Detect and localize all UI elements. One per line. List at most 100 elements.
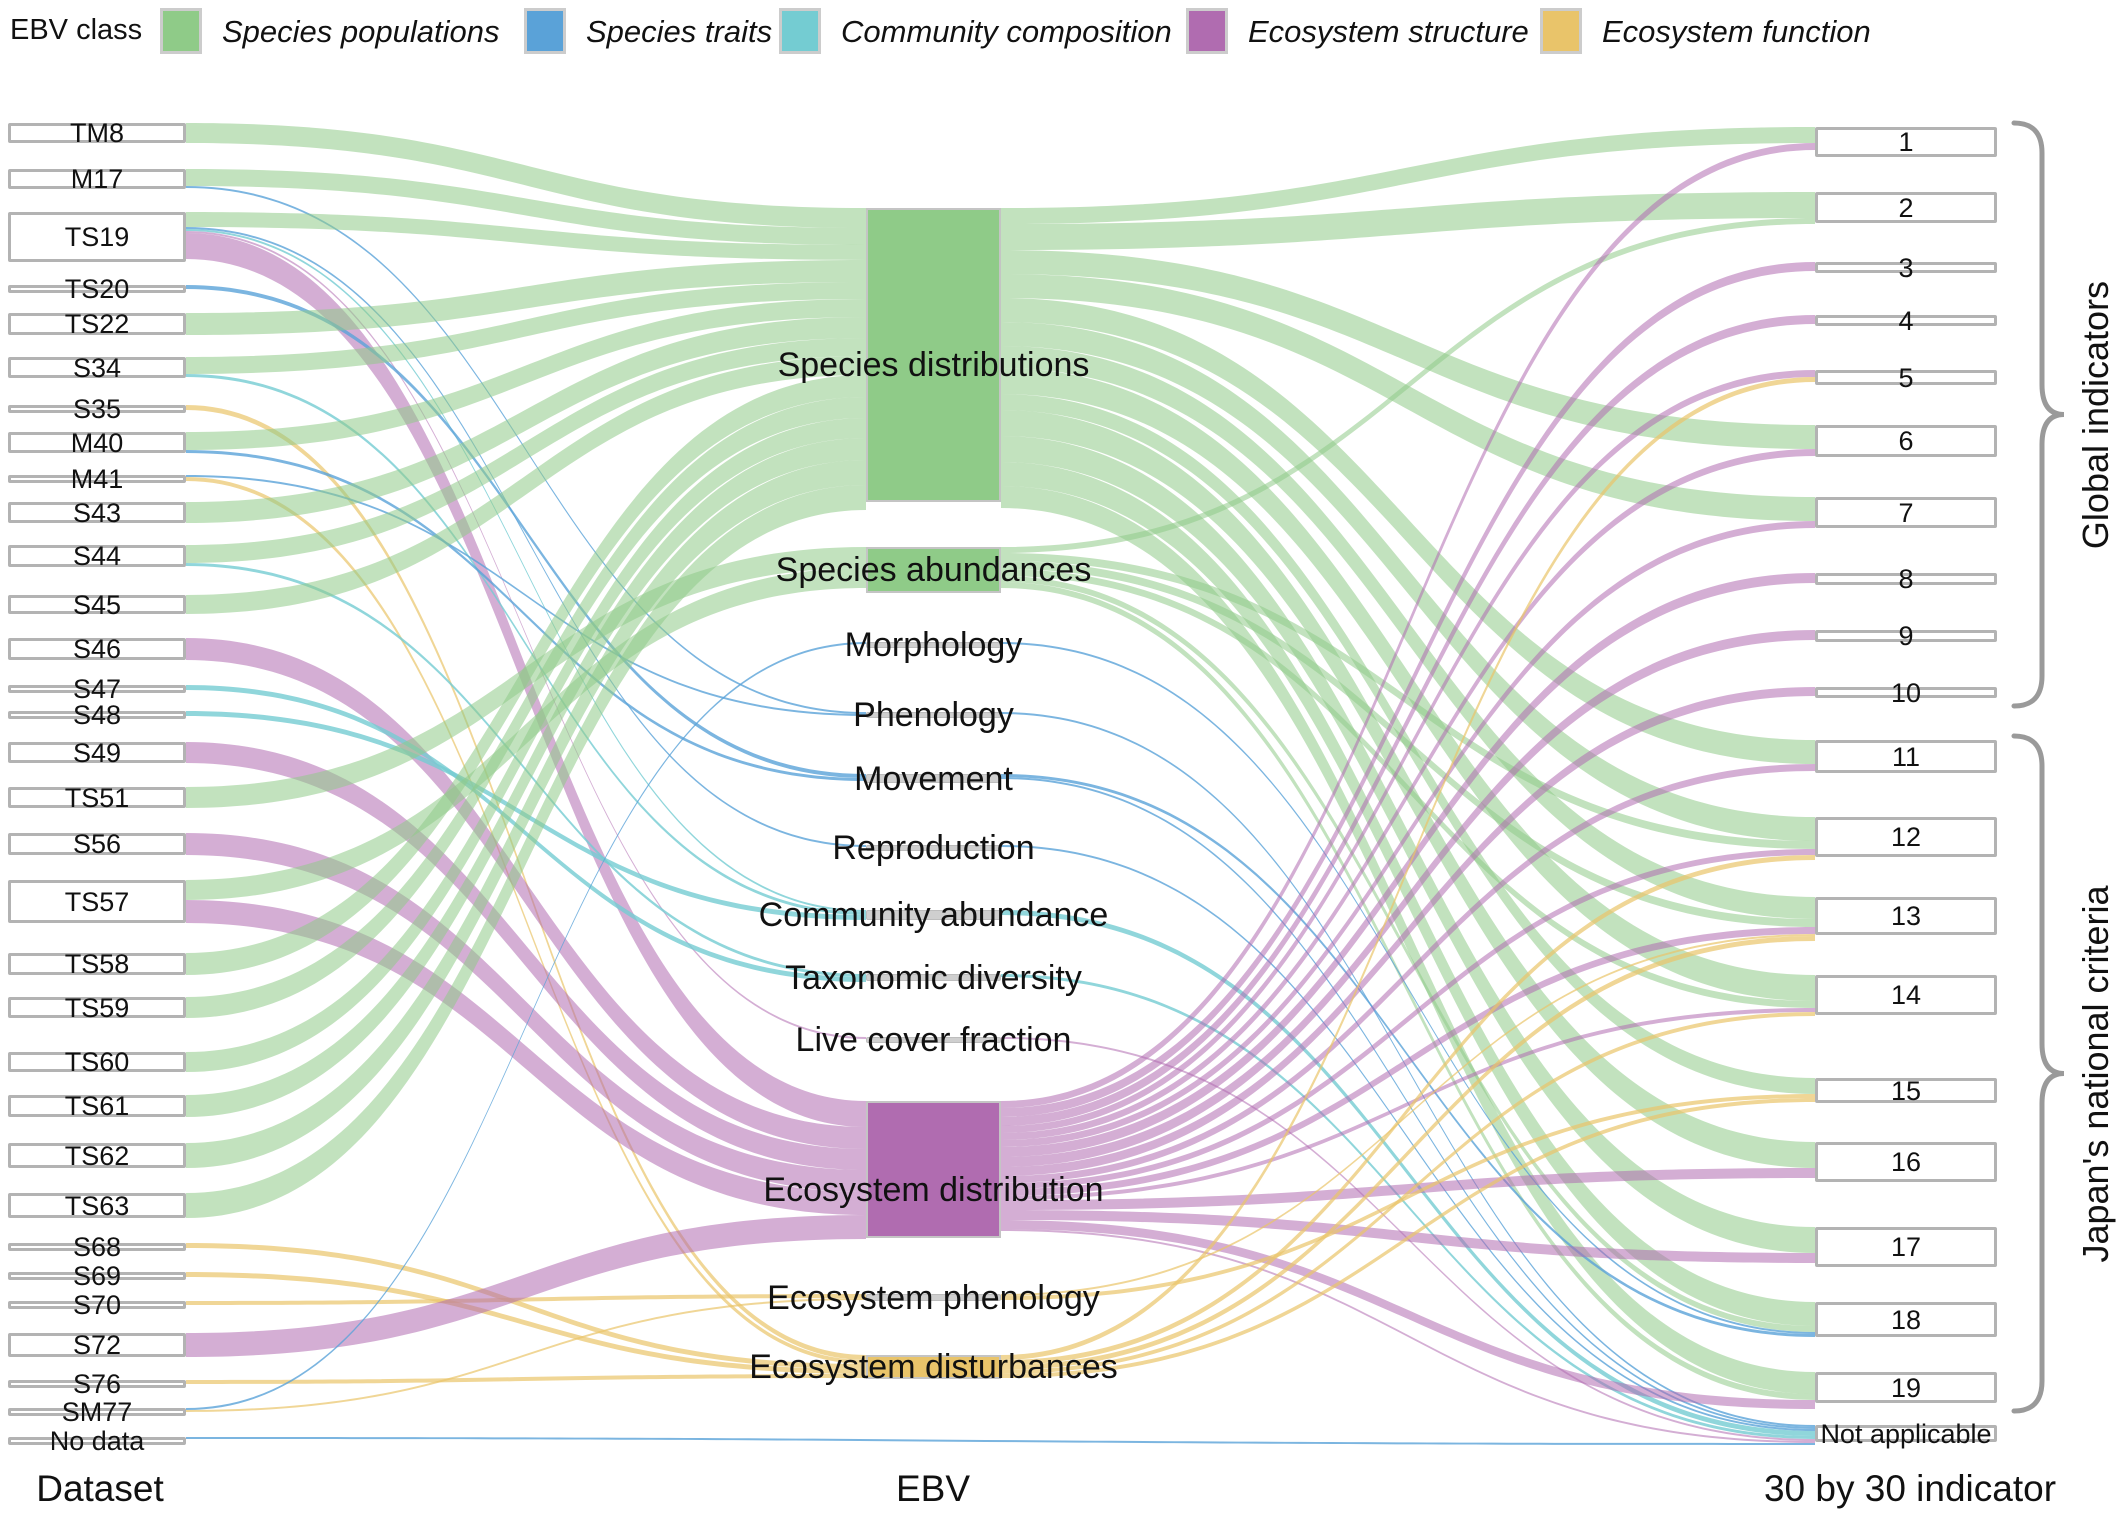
link-ED-4 — [1001, 315, 1815, 1126]
link-ED-7 — [1001, 521, 1815, 1147]
link-ED-14 — [1001, 1008, 1815, 1200]
link-TS19-LiveCov — [186, 231, 866, 1039]
link-EcoPhen-15 — [1001, 1094, 1815, 1300]
link-TaxDiv-NA — [1001, 974, 1815, 1439]
link-ED-11 — [1001, 764, 1815, 1183]
link-S56-ED — [186, 833, 866, 1192]
link-SA-18 — [1001, 576, 1815, 1332]
legend-swatch-sp — [160, 8, 202, 54]
link-TS62-SD — [186, 460, 866, 1168]
link-SD-7 — [1001, 274, 1815, 521]
legend-swatch-cc — [779, 8, 821, 54]
link-ED-12 — [1001, 849, 1815, 1189]
link-Phen-NA — [1001, 712, 1815, 1427]
legend-label-st: Species traits — [586, 14, 773, 49]
link-S47-TaxDiv — [186, 685, 866, 982]
link-ED-8 — [1001, 573, 1815, 1157]
link-ED-9 — [1001, 630, 1815, 1167]
link-TM8-SD — [186, 123, 866, 228]
link-ED-1 — [1001, 143, 1815, 1108]
link-SD-1 — [1001, 127, 1815, 224]
group-brace — [2011, 733, 2065, 1414]
group-brace — [2011, 120, 2065, 709]
link-SD-13 — [1001, 346, 1815, 919]
link-SA-2 — [1001, 218, 1815, 553]
link-Repr-NA — [1001, 845, 1815, 1431]
link-TS19-Repr — [186, 227, 866, 847]
link-ED-6 — [1001, 449, 1815, 1140]
link-TS57-ED — [186, 900, 866, 1215]
link-TS59-SD — [186, 397, 866, 1018]
link-Morph-18 — [1001, 642, 1815, 1334]
link-ED-5 — [1001, 370, 1815, 1133]
axis-label-dataset: Dataset — [36, 1468, 164, 1509]
link-S46-ED — [186, 638, 866, 1149]
link-SA-19 — [1001, 582, 1815, 1400]
link-TS58-SD — [186, 375, 866, 975]
link-S34-CommAb — [186, 374, 866, 915]
link-ED-19 — [1001, 1220, 1815, 1409]
link-SA-12 — [1001, 553, 1815, 849]
link-EcoDist-13 — [1001, 936, 1815, 1370]
link-EcoDist-14 — [1001, 1012, 1815, 1374]
link-SA-14 — [1001, 569, 1815, 1008]
axis-label-indicator: 30 by 30 indicator — [1763, 1468, 2057, 1509]
link-S43-SD — [186, 317, 866, 523]
link-S45-SD — [186, 356, 866, 614]
link-M41-Phen — [186, 475, 866, 716]
link-S49-ED — [186, 742, 866, 1170]
link-SD-19 — [1001, 486, 1815, 1394]
legend-swatch-es — [1186, 8, 1228, 54]
link-EcoDist-5 — [1001, 377, 1815, 1360]
link-SM77-EcoPhen — [186, 1298, 866, 1412]
link-M17-SD — [186, 169, 866, 245]
link-TS19-CommAb — [186, 229, 866, 912]
link-S44-SD — [186, 338, 866, 563]
link-ED-13 — [1001, 927, 1815, 1196]
link-TS57-SA — [186, 568, 866, 900]
legend-swatch-st — [524, 8, 566, 54]
link-M40-SD — [186, 299, 866, 450]
legend-label-es: Ecosystem structure — [1248, 14, 1529, 49]
link-S76-EcoDist — [186, 1374, 866, 1384]
link-TS63-SD — [186, 485, 866, 1218]
link-EcoDist-12 — [1001, 855, 1815, 1365]
link-TS22-SD — [186, 260, 866, 335]
link-SD-11 — [1001, 298, 1815, 764]
link-ED-10 — [1001, 687, 1815, 1176]
legend-label-sp: Species populations — [222, 14, 500, 49]
link-SD-2 — [1001, 192, 1815, 250]
link-EcoDist-15 — [1001, 1098, 1815, 1378]
link-EcoPhen-13 — [1001, 934, 1815, 1296]
link-TS19-SD — [186, 212, 866, 260]
link-S68-EcoDist — [186, 1243, 866, 1369]
link-S34-SD — [186, 282, 866, 374]
axis-label-ebv: EBV — [895, 1468, 971, 1509]
link-TS60-SD — [186, 418, 866, 1072]
link-M41-EcoDist — [186, 477, 866, 1364]
link-S70-EcoPhen — [186, 1294, 866, 1305]
link-ED-3 — [1001, 262, 1815, 1117]
link-S72-ED — [186, 1215, 866, 1357]
link-ED-NA — [1001, 1229, 1815, 1443]
legend-title: EBV class — [10, 14, 143, 46]
link-CommAb-NA — [1001, 910, 1815, 1436]
link-SD-14 — [1001, 368, 1815, 1001]
link-SM77-Morph — [186, 642, 866, 1410]
link-SA-13 — [1001, 561, 1815, 927]
link-Move-18 — [1001, 774, 1815, 1337]
legend-label-cc: Community composition — [841, 14, 1172, 49]
link-TS61-SD — [186, 438, 866, 1117]
link-TS20-Move — [186, 285, 866, 778]
link-S69-EcoDist — [186, 1272, 866, 1374]
link-NoData-NA — [186, 1437, 1815, 1445]
link-M40-Move — [186, 450, 866, 781]
link-SD-6 — [1001, 250, 1815, 449]
link-ED-16 — [1001, 1168, 1815, 1210]
link-SD-17 — [1001, 436, 1815, 1253]
link-SD-12 — [1001, 322, 1815, 841]
legend-label-ef: Ecosystem function — [1602, 14, 1871, 49]
legend-swatch-ef — [1540, 8, 1582, 54]
